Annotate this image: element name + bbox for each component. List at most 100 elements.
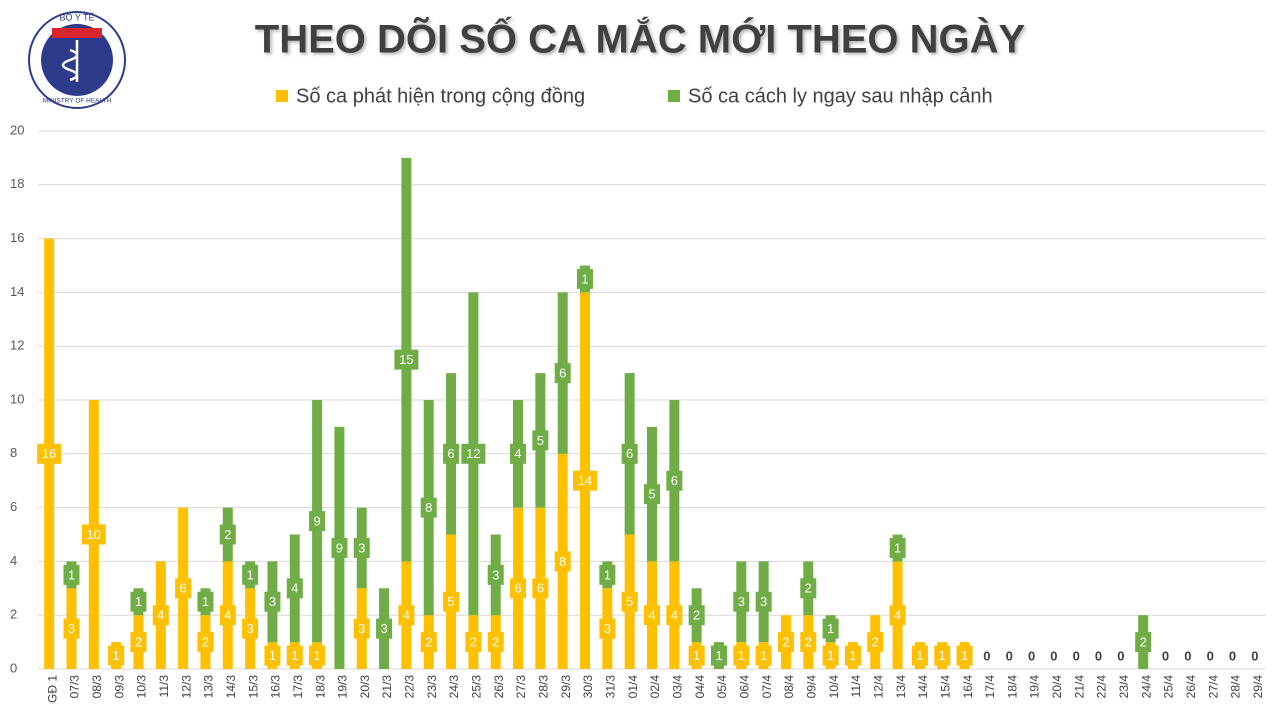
y-tick-label: 8 [10, 445, 17, 460]
x-tick-label: 25/3 [470, 675, 484, 699]
data-label: 6 [514, 581, 521, 596]
label-box [621, 591, 638, 612]
data-label: 1 [269, 648, 276, 663]
data-label: 2 [693, 608, 700, 623]
x-tick-label: 09/4 [804, 675, 818, 699]
label-box [822, 645, 839, 666]
data-label: 2 [492, 635, 499, 650]
data-label: 1 [291, 648, 298, 663]
label-box [286, 578, 303, 599]
x-tick-label: 03/4 [670, 675, 684, 699]
label-box [443, 591, 460, 612]
data-label: 1 [581, 271, 588, 286]
label-box [197, 632, 214, 653]
data-label: 0 [1117, 648, 1124, 663]
label-box [710, 645, 727, 666]
data-label: 1 [68, 567, 75, 582]
label-box [800, 632, 817, 653]
data-label: 1 [135, 594, 142, 609]
data-label: 1 [693, 648, 700, 663]
data-label: 2 [805, 581, 812, 596]
x-tick-label: 22/4 [1095, 675, 1109, 699]
x-tick-label: 18/4 [1005, 675, 1019, 699]
data-label: 6 [671, 473, 678, 488]
data-label: 1 [827, 648, 834, 663]
label-box [420, 497, 437, 518]
x-tick-label: 10/4 [827, 675, 841, 699]
label-box [532, 578, 549, 599]
label-box [242, 618, 259, 639]
label-box [461, 443, 486, 464]
x-tick-label: 14/3 [224, 675, 238, 699]
x-tick-label: 07/3 [68, 675, 82, 699]
label-box [956, 645, 973, 666]
data-label: 10 [87, 527, 101, 542]
y-tick-label: 10 [10, 391, 24, 406]
label-box [867, 632, 884, 653]
data-label: 9 [336, 540, 343, 555]
y-tick-label: 18 [10, 176, 24, 191]
data-label: 0 [1095, 648, 1102, 663]
y-tick-label: 0 [10, 660, 17, 675]
label-box [666, 470, 683, 491]
label-box [554, 551, 571, 572]
label-box [443, 443, 460, 464]
data-label: 2 [782, 635, 789, 650]
label-box [219, 605, 236, 626]
label-box [755, 591, 772, 612]
y-tick-label: 12 [10, 338, 24, 353]
x-tick-label: 19/3 [336, 675, 350, 699]
x-tick-label: 24/4 [1139, 675, 1153, 699]
label-box [152, 605, 169, 626]
label-box [63, 618, 80, 639]
x-tick-label: 06/4 [737, 675, 751, 699]
x-tick-label: 11/4 [849, 675, 863, 698]
x-tick-label: 05/4 [715, 675, 729, 699]
data-label: 12 [466, 446, 480, 461]
data-label: 0 [983, 648, 990, 663]
label-box [733, 645, 750, 666]
legend-label: Số ca cách ly ngay sau nhập cảnh [688, 85, 993, 107]
data-label: 5 [537, 433, 544, 448]
x-tick-label: 14/4 [916, 675, 930, 699]
data-label: 3 [358, 621, 365, 636]
label-box [666, 605, 683, 626]
label-box [487, 632, 504, 653]
x-tick-label: 31/3 [604, 675, 618, 699]
x-tick-label: 13/4 [894, 675, 908, 699]
x-tick-label: 12/4 [871, 675, 885, 699]
data-label: 3 [604, 621, 611, 636]
data-label: 8 [425, 500, 432, 515]
data-label: 4 [403, 608, 410, 623]
data-label: 0 [1207, 648, 1214, 663]
label-box [573, 470, 598, 491]
label-box [800, 578, 817, 599]
label-box [219, 524, 236, 545]
data-label: 1 [202, 594, 209, 609]
data-label: 9 [313, 513, 320, 528]
label-box [63, 564, 80, 585]
y-tick-label: 20 [10, 122, 24, 137]
y-tick-label: 2 [10, 607, 17, 622]
x-tick-label: 21/4 [1072, 675, 1086, 699]
data-label: 1 [113, 648, 120, 663]
x-tick-label: 08/3 [90, 675, 104, 699]
logo-band [52, 28, 102, 38]
x-tick-label: 23/3 [425, 675, 439, 699]
y-tick-label: 4 [10, 553, 17, 568]
x-tick-label: 01/4 [626, 675, 640, 699]
data-label: 4 [514, 446, 521, 461]
data-label: 16 [42, 446, 56, 461]
x-tick-label: 20/3 [358, 675, 372, 699]
legend-label: Số ca phát hiện trong cộng đồng [296, 85, 585, 107]
data-label: 3 [269, 594, 276, 609]
x-tick-label: 28/4 [1229, 675, 1243, 699]
data-label: 3 [380, 621, 387, 636]
label-box [309, 511, 326, 532]
label-box [889, 537, 906, 558]
x-tick-label: 18/3 [313, 675, 327, 699]
data-label: 2 [425, 635, 432, 650]
data-label: 4 [157, 608, 164, 623]
data-label: 3 [68, 621, 75, 636]
